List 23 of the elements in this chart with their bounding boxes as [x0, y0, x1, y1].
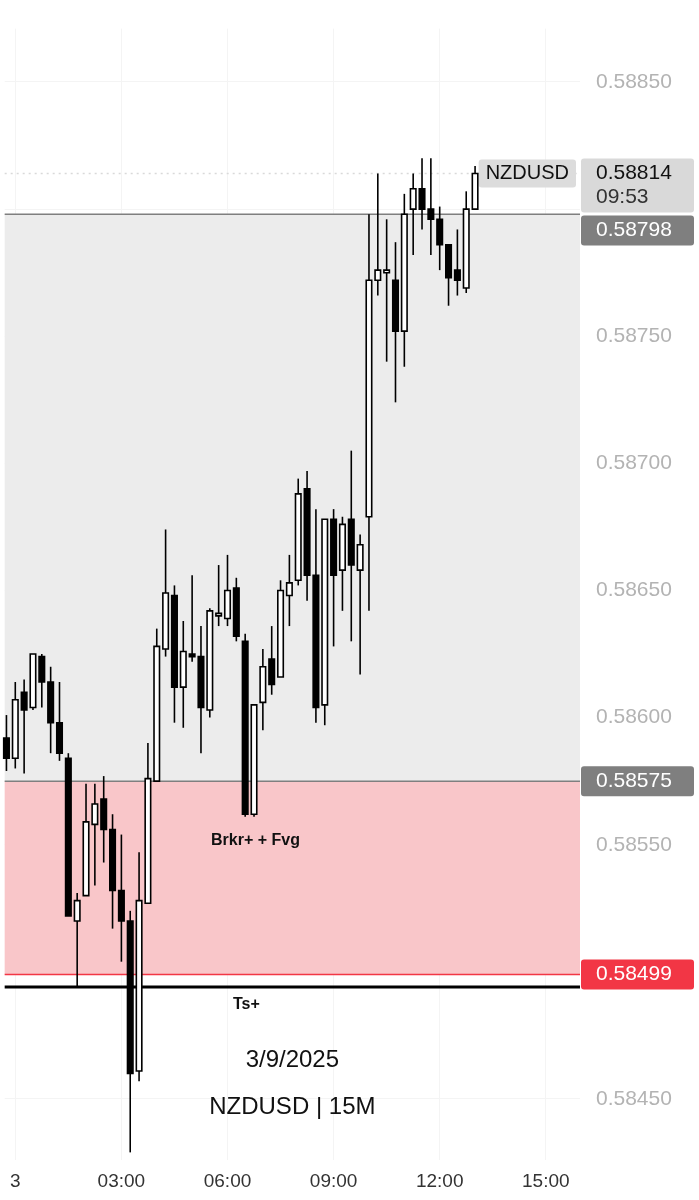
- x-tick-label: 03:00: [97, 1169, 146, 1191]
- annotation: Ts+: [232, 994, 260, 1012]
- text: NZDUSD | 15M: [209, 1091, 376, 1119]
- y-tick-label: 0.58550: [596, 831, 672, 855]
- ref-line-label: 0.58814: [596, 160, 673, 184]
- x-tick-label: 09:00: [309, 1169, 358, 1191]
- ref-line-label: 0.58499: [596, 961, 672, 985]
- x-tick-label: 15:00: [522, 1169, 570, 1191]
- y-tick-label: 0.58850: [596, 68, 672, 92]
- text: 09:53: [596, 184, 649, 208]
- x-tick-label: 12:00: [415, 1169, 464, 1191]
- y-tick-label: 0.58650: [596, 577, 672, 601]
- annotation: Brkr+ + Fvg: [211, 830, 300, 848]
- ref-line-label: 0.58575: [596, 767, 672, 791]
- annotation: NZDUSD: [485, 161, 569, 184]
- y-tick-label: 0.58750: [596, 323, 672, 347]
- ref-line-label: 0.58798: [596, 217, 672, 241]
- y-tick-label: 0.58700: [596, 450, 672, 474]
- y-tick-label: 0.58600: [596, 704, 672, 728]
- x-tick-label: 3: [9, 1169, 21, 1191]
- x-tick-label: 06:00: [203, 1169, 252, 1191]
- text: 3/9/2025: [245, 1044, 340, 1072]
- y-tick-label: 0.58450: [596, 1085, 672, 1109]
